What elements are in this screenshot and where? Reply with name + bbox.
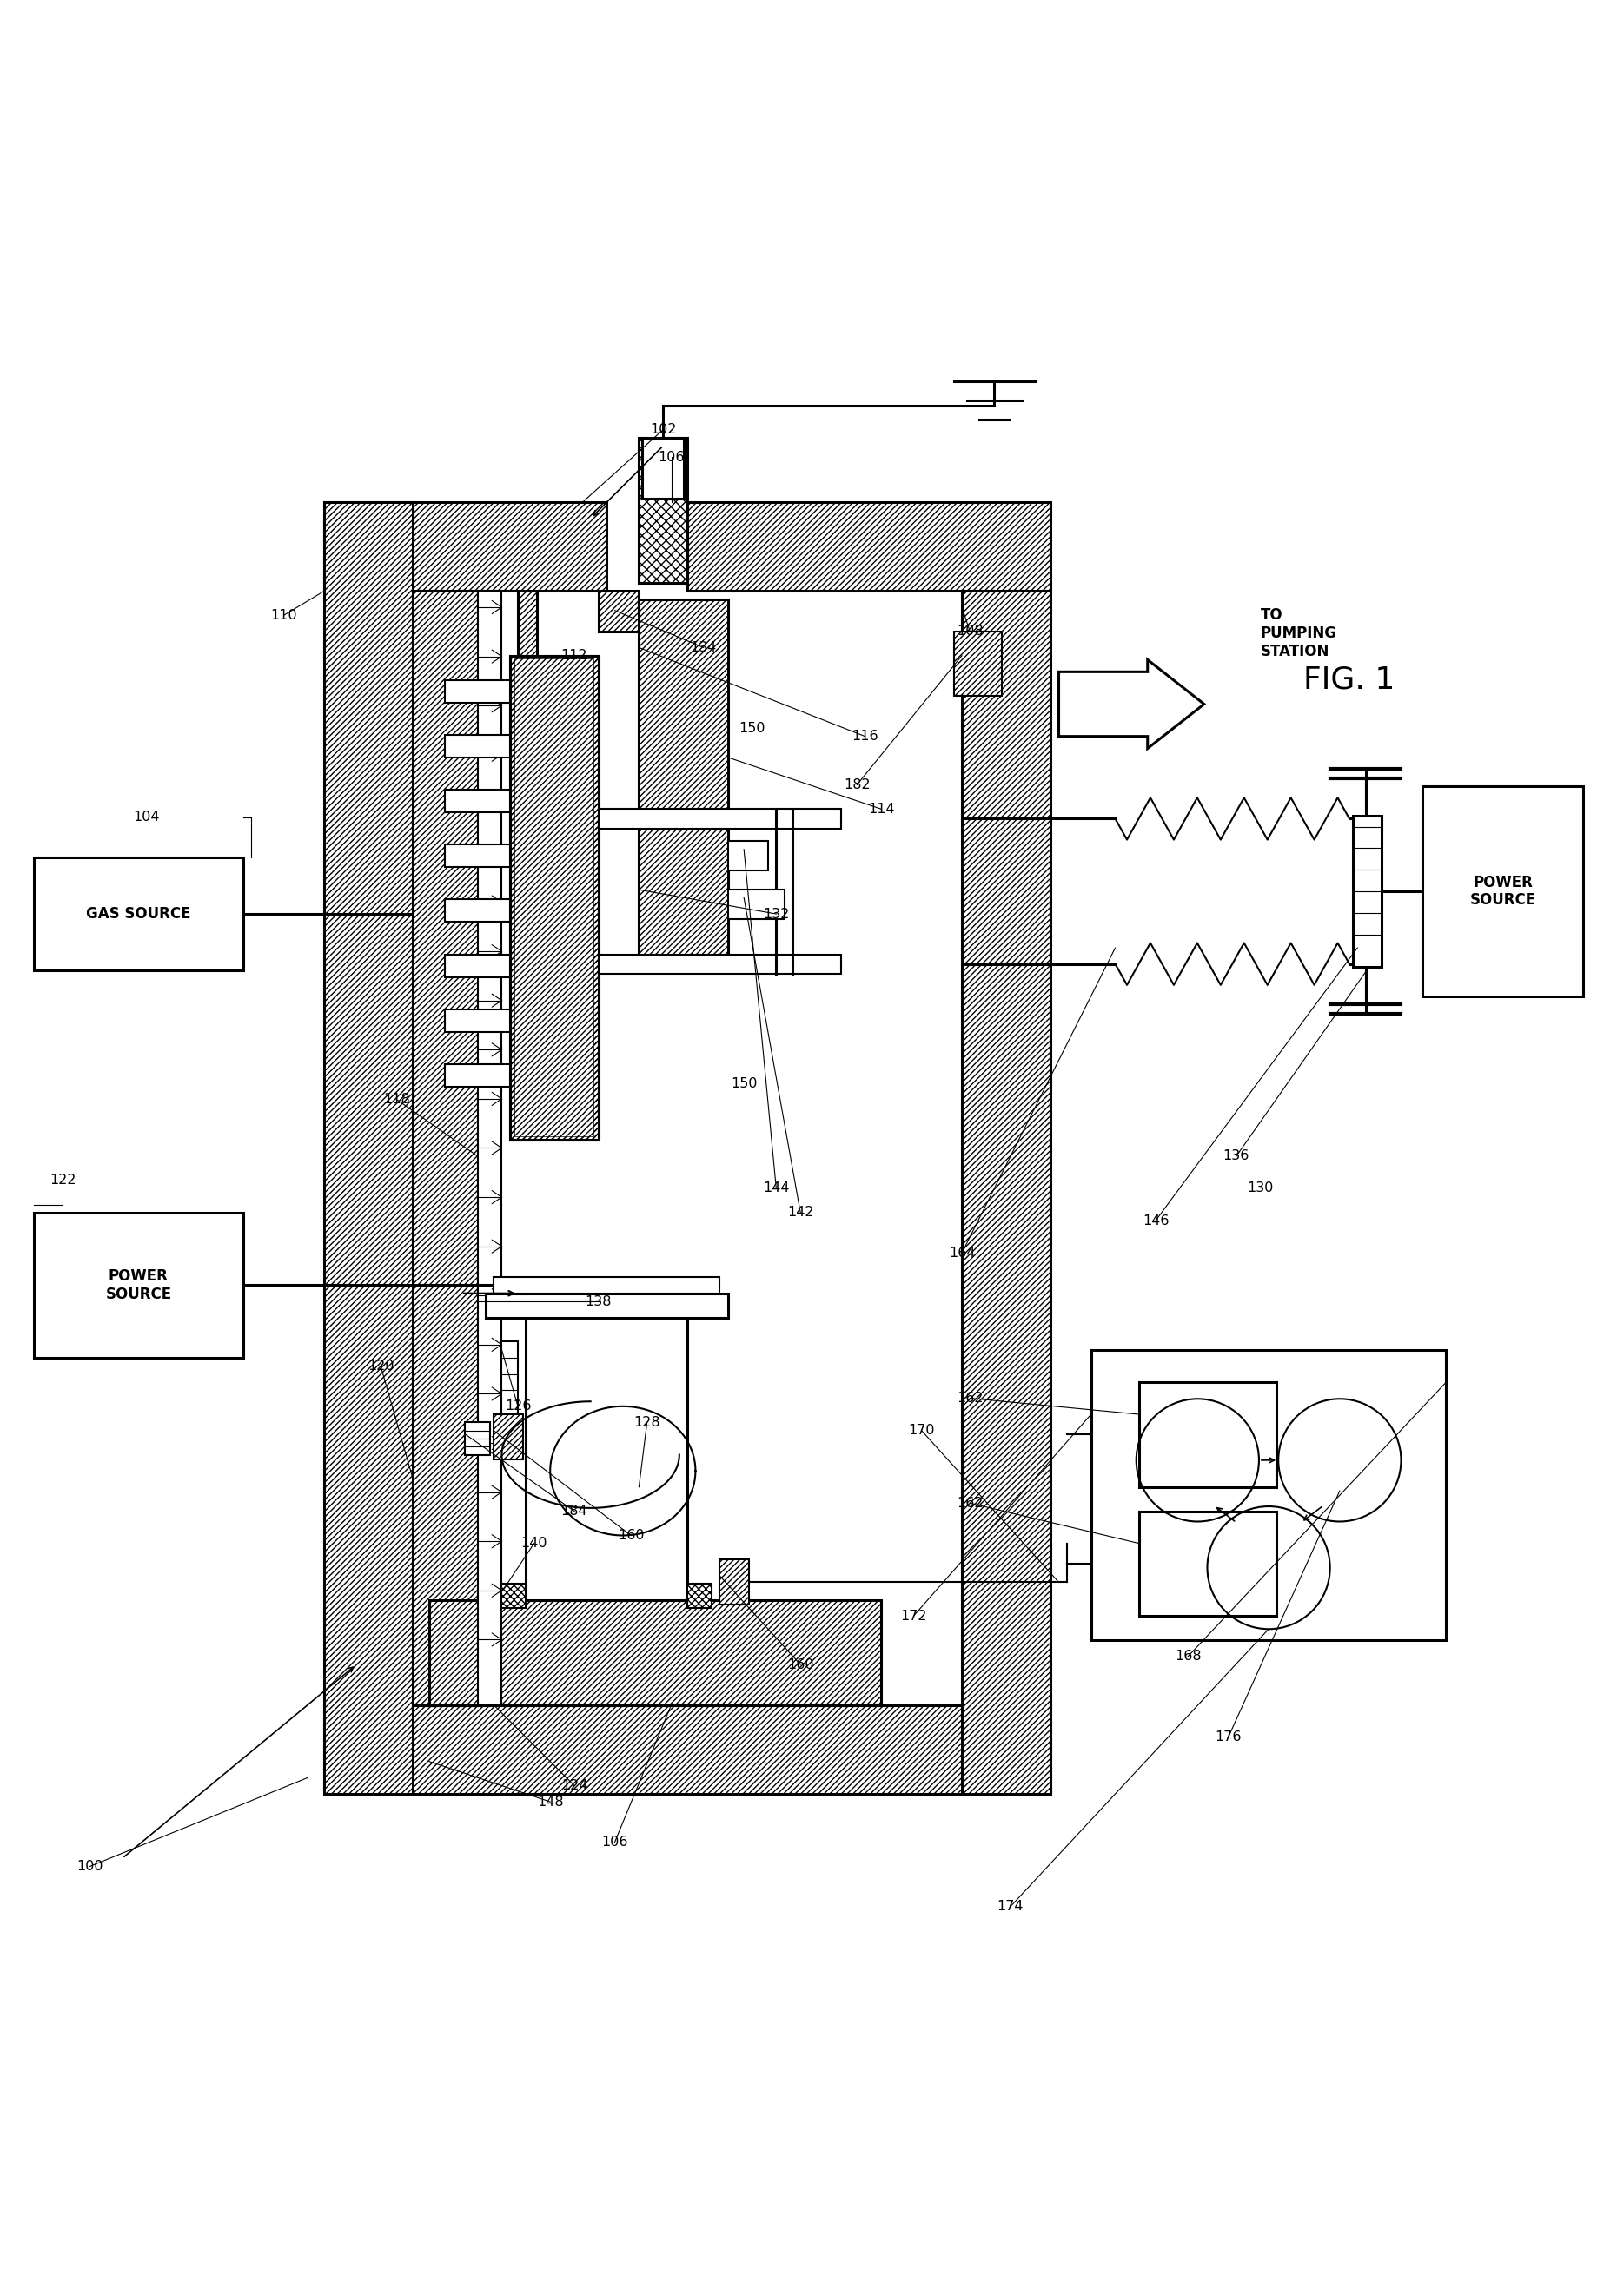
Text: 110: 110 [270,608,298,622]
FancyArrow shape [1059,659,1205,748]
Bar [514,659,593,1137]
Bar [464,1424,490,1456]
Bar [34,1212,244,1357]
Text: TO
PUMPING
STATION: TO PUMPING STATION [1261,606,1337,659]
Bar [1140,1382,1277,1488]
Text: 174: 174 [998,1901,1024,1913]
Text: 164: 164 [949,1247,975,1261]
Text: 140: 140 [521,1536,547,1550]
Text: 114: 114 [868,804,894,815]
Bar [639,824,728,971]
Text: 124: 124 [561,1779,587,1793]
Bar [598,590,639,631]
Bar [642,439,684,498]
Bar [323,503,412,1793]
Text: GAS SOURCE: GAS SOURCE [86,907,191,921]
Text: 142: 142 [787,1205,813,1219]
Bar [1352,815,1381,967]
Text: 160: 160 [618,1529,644,1543]
Bar [1421,788,1583,996]
Bar [445,1010,509,1031]
Bar [954,631,1003,696]
Text: 144: 144 [763,1182,789,1194]
Bar [485,1293,728,1318]
Bar [445,735,509,758]
Bar [445,955,509,976]
Text: 176: 176 [1214,1731,1242,1743]
Text: 108: 108 [957,625,983,638]
Bar [323,1706,1051,1793]
Text: 122: 122 [49,1173,76,1187]
Text: 120: 120 [367,1359,395,1373]
Bar [445,1063,509,1086]
Text: 136: 136 [1222,1150,1250,1162]
Text: 126: 126 [505,1401,530,1412]
Bar [501,1341,517,1414]
Text: 162: 162 [957,1497,983,1511]
Text: 106: 106 [658,450,684,464]
Bar [412,590,477,1706]
Bar [1140,1511,1277,1616]
Text: 100: 100 [76,1860,103,1874]
Bar [445,680,509,703]
Text: 150: 150 [739,721,765,735]
Bar [445,900,509,923]
Text: POWER
SOURCE: POWER SOURCE [105,1267,171,1302]
Bar [517,590,537,657]
Text: 150: 150 [731,1077,757,1091]
Bar [728,840,768,870]
Bar [445,845,509,868]
Text: 118: 118 [383,1093,411,1107]
Text: 134: 134 [690,641,716,654]
Bar [962,590,1051,1793]
Text: 130: 130 [1247,1182,1274,1194]
Text: 116: 116 [852,730,878,744]
Text: 168: 168 [1174,1651,1201,1662]
Text: POWER
SOURCE: POWER SOURCE [1470,875,1536,909]
Text: 146: 146 [1142,1215,1169,1226]
Bar [34,856,244,971]
Bar [493,1414,522,1460]
Bar [509,657,598,1139]
Bar [598,955,841,974]
Text: 128: 128 [634,1417,660,1428]
Text: 162: 162 [957,1391,983,1405]
Text: 138: 138 [585,1295,611,1309]
Bar [493,1277,720,1293]
Bar [445,790,509,813]
Text: 148: 148 [537,1795,563,1809]
Bar [526,1318,687,1600]
Text: 160: 160 [787,1658,813,1671]
Bar [323,503,606,590]
Text: 172: 172 [901,1609,927,1623]
Bar [639,439,687,583]
Bar [687,503,1051,590]
Bar [509,657,598,1139]
Text: FIG. 1: FIG. 1 [1303,666,1395,696]
Bar [477,590,501,1706]
Bar [728,891,784,918]
Bar [720,1559,749,1605]
Text: 112: 112 [561,650,587,661]
Bar [501,1584,526,1607]
Bar [1091,1350,1446,1639]
Text: 184: 184 [561,1504,587,1518]
Text: 182: 182 [844,778,870,792]
Text: 132: 132 [763,907,789,921]
Bar [639,599,728,824]
Bar [429,1600,881,1706]
Text: 106: 106 [602,1835,627,1848]
Bar [598,808,841,829]
Bar [687,1584,711,1607]
Text: 104: 104 [133,810,160,824]
Text: 102: 102 [650,422,676,436]
Text: 170: 170 [909,1424,935,1437]
